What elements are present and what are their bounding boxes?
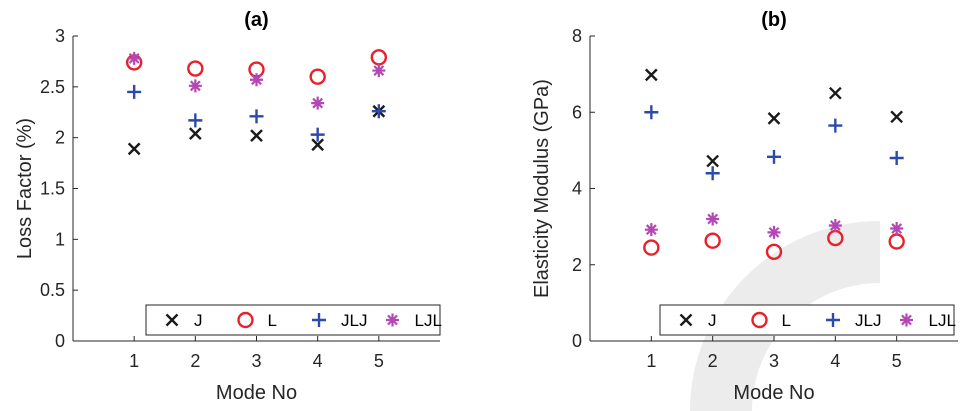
- chart-b-legend-marker-ljl: [900, 313, 913, 327]
- chart-b-x-tick-label: 2: [708, 351, 718, 371]
- chart-b-y-tick-label: 6: [572, 102, 582, 122]
- chart-a-x-tick-label: 1: [129, 351, 139, 371]
- chart-b-title: (b): [761, 9, 787, 31]
- chart-a-x-tick-label: 2: [190, 351, 200, 371]
- chart-a-point-ljl-3: [250, 73, 263, 87]
- chart-a-y-tick-label: 0.5: [40, 280, 65, 300]
- chart-a-legend-marker-l: [237, 311, 254, 329]
- chart-b-point-j-5: [890, 110, 904, 124]
- chart-b-point-ljl-5: [890, 222, 904, 236]
- chart-a-x-tick-label: 4: [313, 351, 323, 371]
- chart-a-y-tick-label: 2.5: [40, 77, 65, 97]
- chart-b-point-j-2: [706, 154, 720, 168]
- chart-a-legend-marker-jlj: [312, 313, 326, 327]
- chart-b-point-l-2: [704, 232, 721, 249]
- chart-b-x-tick-label: 4: [830, 351, 840, 371]
- chart-b-point-ljl-4: [828, 218, 842, 232]
- chart-a-point-j-3: [250, 129, 263, 142]
- chart-b-point-jlj-3: [767, 149, 781, 164]
- chart-b-point-jlj-5: [889, 151, 904, 165]
- chart-a-x-axis-label: Mode No: [216, 382, 297, 404]
- chart-b-point-jlj-2: [705, 166, 720, 181]
- chart-b-y-tick-label: 0: [572, 331, 582, 351]
- chart-b-point-l-3: [765, 243, 783, 260]
- chart-b-point-j-4: [828, 86, 842, 100]
- chart-a-point-ljl-4: [311, 96, 325, 110]
- chart-a-point-j-2: [188, 127, 202, 140]
- chart-a-legend-label-j: J: [194, 311, 203, 330]
- chart-a-point-j-1: [127, 142, 141, 156]
- chart-b-point-l-5: [888, 233, 905, 250]
- chart-a-point-l-4: [309, 68, 326, 85]
- chart-a-point-jlj-4: [310, 127, 325, 142]
- chart-b-point-j-1: [644, 68, 658, 82]
- chart-b-point-jlj-1: [644, 105, 659, 120]
- chart-a-y-tick-label: 2: [55, 128, 65, 148]
- chart-a-title: (a): [244, 9, 268, 31]
- chart-b-point-ljl-1: [644, 223, 658, 237]
- chart-b: 0 2 4 6 8 1 2 3 4 5 (b) Mode No Elasticity Modulus (…: [531, 9, 958, 404]
- chart-a-legend-label-ljl: LJL: [415, 311, 442, 330]
- chart-b-x-tick-label: 5: [892, 351, 902, 371]
- chart-b-point-ljl-3: [767, 225, 781, 239]
- chart-a-point-jlj-3: [249, 109, 264, 124]
- chart-a-point-j-4: [311, 138, 325, 152]
- chart-b-legend-label-jlj: JLJ: [855, 311, 881, 330]
- chart-a-legend-marker-j: [165, 313, 179, 327]
- chart-a-y-axis-label: Loss Factor (%): [14, 118, 36, 259]
- chart-b-legend-label-ljl: LJL: [929, 311, 956, 330]
- chart-a-legend-marker-ljl: [386, 313, 399, 327]
- chart-a-y-tick-label: 1: [55, 229, 65, 249]
- chart-b-y-axis-label: Elasticity Modulus (GPa): [531, 79, 553, 298]
- chart-a-point-ljl-2: [188, 79, 202, 93]
- chart-b-x-tick-label: 3: [769, 351, 779, 371]
- chart-a-y-tick-label: 0: [55, 331, 65, 351]
- chart-a-point-jlj-2: [188, 113, 203, 128]
- chart-a-y-tick-label: 3: [55, 26, 65, 46]
- chart-b-y-tick-label: 8: [572, 26, 582, 46]
- chart-b-x-tick-label: 1: [646, 351, 656, 371]
- chart-a-point-l-5: [370, 49, 388, 66]
- chart-b-legend-label-j: J: [708, 311, 717, 330]
- chart-a-point-jlj-1: [127, 84, 142, 99]
- chart-a-x-tick-label: 3: [251, 351, 261, 371]
- chart-b-legend-marker-l: [751, 311, 768, 329]
- chart-b-y-tick-label: 4: [572, 179, 582, 199]
- chart-b-y-tick-label: 2: [572, 255, 582, 275]
- chart-b-point-ljl-2: [706, 212, 720, 226]
- chart-a-x-tick-label: 5: [374, 351, 384, 371]
- chart-b-point-jlj-4: [828, 118, 843, 133]
- chart-b-point-j-3: [767, 112, 781, 125]
- chart-b-x-axis-label: Mode No: [733, 382, 814, 404]
- chart-a-y-tick-label: 1.5: [40, 179, 65, 199]
- chart-b-legend-label-l: L: [782, 311, 791, 330]
- chart-a-point-ljl-1: [127, 51, 141, 65]
- chart-b-legend-marker-j: [679, 313, 693, 327]
- chart-b-legend-marker-jlj: [826, 313, 840, 327]
- chart-a-point-l-2: [187, 60, 204, 77]
- chart-a-point-jlj-5: [371, 104, 386, 119]
- chart-b-point-l-1: [643, 239, 660, 256]
- chart-a-legend-label-jlj: JLJ: [341, 311, 367, 330]
- chart-a: 0 0.5 1 1.5 2 2.5 3 1 2 3 4 5 (a) Mode No Loss Factor …: [14, 9, 442, 404]
- chart-a-legend-label-l: L: [268, 311, 277, 330]
- chart-a-point-ljl-5: [372, 64, 386, 78]
